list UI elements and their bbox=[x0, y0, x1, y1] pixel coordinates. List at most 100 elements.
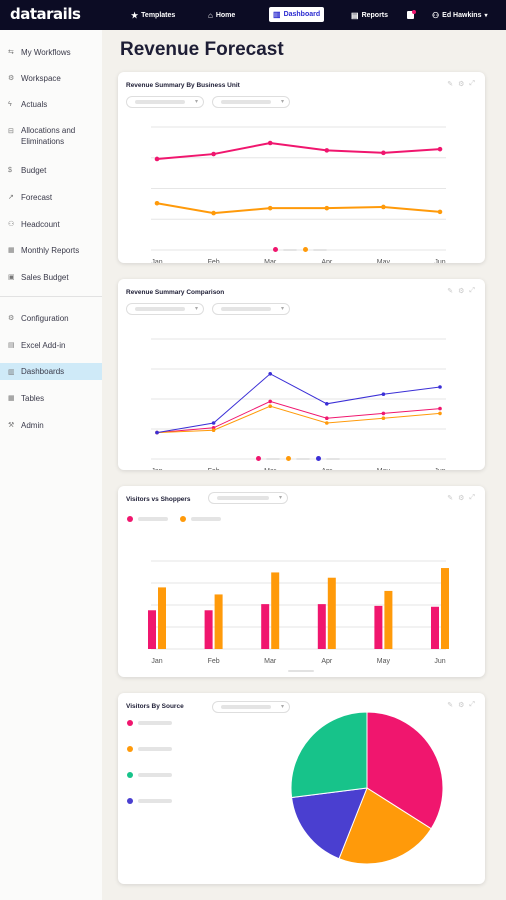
x-tick-label: Jan bbox=[151, 259, 162, 263]
sidebar-item-workspace[interactable]: ⚙ Workspace bbox=[0, 70, 102, 86]
legend-marker bbox=[127, 772, 133, 778]
nav-templates[interactable]: ★ Templates bbox=[131, 8, 175, 22]
expand-icon[interactable]: ⤢ bbox=[469, 701, 475, 708]
sidebar-item-budget[interactable]: $ Budget bbox=[0, 162, 102, 178]
nav-home[interactable]: ⌂ Home bbox=[208, 8, 235, 22]
sidebar-item-actuals[interactable]: ϟ Actuals bbox=[0, 96, 102, 112]
filter-dropdown[interactable]: ▾ bbox=[212, 701, 290, 713]
data-point bbox=[155, 430, 159, 435]
wrench-icon: ⚒ bbox=[8, 422, 15, 429]
data-point bbox=[211, 428, 216, 432]
scroll-indicator[interactable] bbox=[288, 670, 314, 672]
series-line bbox=[156, 141, 441, 160]
data-point bbox=[211, 421, 216, 425]
sidebar-item-configuration[interactable]: ⚙ Configuration bbox=[0, 310, 102, 326]
nav-dashboard[interactable]: ▥ Dashboard bbox=[269, 7, 325, 22]
card-title: Visitors By Source bbox=[126, 703, 184, 710]
data-point bbox=[154, 200, 160, 206]
x-tick-label: Apr bbox=[321, 259, 333, 263]
legend-marker bbox=[286, 456, 291, 461]
card-toolbar: ✎ ⚙ ⤢ bbox=[447, 80, 475, 88]
data-point bbox=[325, 416, 329, 420]
legend-marker bbox=[127, 746, 133, 752]
nav-reports[interactable]: ▤ Reports bbox=[351, 8, 388, 22]
bar bbox=[271, 572, 280, 649]
data-point bbox=[325, 421, 329, 425]
x-tick-label: Jan bbox=[151, 468, 162, 470]
settings-icon[interactable]: ⚙ bbox=[458, 288, 465, 295]
chevron-down-icon: ▾ bbox=[194, 99, 198, 105]
app-logo[interactable]: datarails bbox=[10, 5, 81, 23]
sidebar-item-dashboards[interactable]: ▥ Dashboards bbox=[0, 363, 102, 380]
sidebar-item-admin[interactable]: ⚒ Admin bbox=[0, 417, 102, 433]
expand-icon[interactable]: ⤢ bbox=[469, 80, 475, 87]
notifications-button[interactable] bbox=[407, 8, 416, 22]
bolt-icon: ϟ bbox=[8, 100, 12, 108]
legend-marker bbox=[303, 247, 308, 252]
gear-icon: ⚙ bbox=[8, 315, 15, 322]
series-line bbox=[156, 405, 441, 434]
expand-icon[interactable]: ⤢ bbox=[469, 287, 475, 294]
card-toolbar: ✎ ⚙ ⤢ bbox=[447, 701, 475, 709]
legend-label bbox=[138, 773, 172, 777]
x-tick-label: Mar bbox=[264, 259, 277, 263]
sidebar-item-label: Allocations and Eliminations bbox=[21, 126, 76, 146]
edit-icon[interactable]: ✎ bbox=[447, 495, 454, 502]
bar bbox=[327, 577, 336, 649]
user-name: Ed Hawkins bbox=[442, 11, 482, 19]
sidebar-item-label: Monthly Reports bbox=[21, 245, 80, 255]
chart-card-revenue-by-business-unit: Revenue Summary By Business Unit ✎ ⚙ ⤢ ▾… bbox=[118, 72, 485, 263]
sidebar-item-tables[interactable]: ▦ Tables bbox=[0, 390, 102, 406]
sidebar-item-my-workflows[interactable]: ⇆ My Workflows bbox=[0, 44, 102, 60]
sidebar-item-forecast[interactable]: ↗ Forecast bbox=[0, 189, 102, 205]
sidebar-item-label: Headcount bbox=[21, 219, 60, 229]
pie-chart bbox=[290, 711, 444, 865]
data-point bbox=[381, 204, 386, 210]
filter-dropdown[interactable]: ▾ bbox=[212, 96, 290, 108]
sidebar-item-sales-budget[interactable]: ▣ Sales Budget bbox=[0, 269, 102, 285]
data-point bbox=[381, 416, 386, 420]
legend-item bbox=[127, 746, 172, 752]
series-line bbox=[156, 400, 441, 434]
data-point bbox=[268, 404, 272, 408]
sidebar-item-excel-add-in[interactable]: ▤ Excel Add-in bbox=[0, 337, 102, 353]
data-point bbox=[438, 411, 442, 416]
legend-label bbox=[266, 457, 280, 460]
chart-legend bbox=[127, 516, 221, 522]
nav-home-label: Home bbox=[215, 11, 236, 19]
settings-icon[interactable]: ⚙ bbox=[458, 495, 465, 502]
legend-label bbox=[191, 517, 221, 521]
legend-marker bbox=[256, 456, 261, 461]
expand-icon[interactable]: ⤢ bbox=[469, 494, 475, 501]
filter-dropdown[interactable]: ▾ bbox=[212, 303, 290, 315]
sidebar-item-headcount[interactable]: ⚇ Headcount bbox=[0, 216, 102, 232]
nav-dashboard-label: Dashboard bbox=[283, 11, 321, 18]
sidebar-item-allocations[interactable]: ⊟ Allocations and Eliminations bbox=[0, 125, 102, 149]
filter-dropdown[interactable]: ▾ bbox=[208, 492, 288, 504]
sidebar-item-label: Sales Budget bbox=[21, 272, 69, 282]
main-content: Revenue Forecast Revenue Summary By Busi… bbox=[102, 30, 506, 900]
settings-icon[interactable]: ⚙ bbox=[458, 81, 465, 88]
sidebar-item-monthly-reports[interactable]: ▦ Monthly Reports bbox=[0, 242, 102, 258]
nav-reports-label: Reports bbox=[361, 11, 389, 19]
legend-label bbox=[138, 721, 172, 725]
card-title: Visitors vs Shoppers bbox=[126, 496, 191, 503]
data-point bbox=[324, 205, 330, 211]
bar bbox=[261, 604, 270, 649]
user-menu[interactable]: ⚇ Ed Hawkins ▾ bbox=[432, 8, 487, 22]
edit-icon[interactable]: ✎ bbox=[447, 702, 454, 709]
settings-icon[interactable]: ⚙ bbox=[458, 702, 465, 709]
filter-dropdown[interactable]: ▾ bbox=[126, 303, 204, 315]
bar bbox=[431, 606, 439, 649]
edit-icon[interactable]: ✎ bbox=[447, 81, 454, 88]
line-chart: Jan Feb Mar Apr May Jun bbox=[151, 338, 446, 470]
user-icon: ⚇ bbox=[432, 10, 440, 20]
split-icon: ⊟ bbox=[8, 128, 14, 135]
card-title: Revenue Summary By Business Unit bbox=[126, 82, 240, 89]
legend-marker bbox=[127, 798, 133, 804]
legend-label bbox=[138, 799, 172, 803]
edit-icon[interactable]: ✎ bbox=[447, 288, 454, 295]
chevron-down-icon: ▾ bbox=[278, 495, 282, 501]
card-title: Revenue Summary Comparison bbox=[126, 289, 225, 296]
filter-dropdown[interactable]: ▾ bbox=[126, 96, 204, 108]
